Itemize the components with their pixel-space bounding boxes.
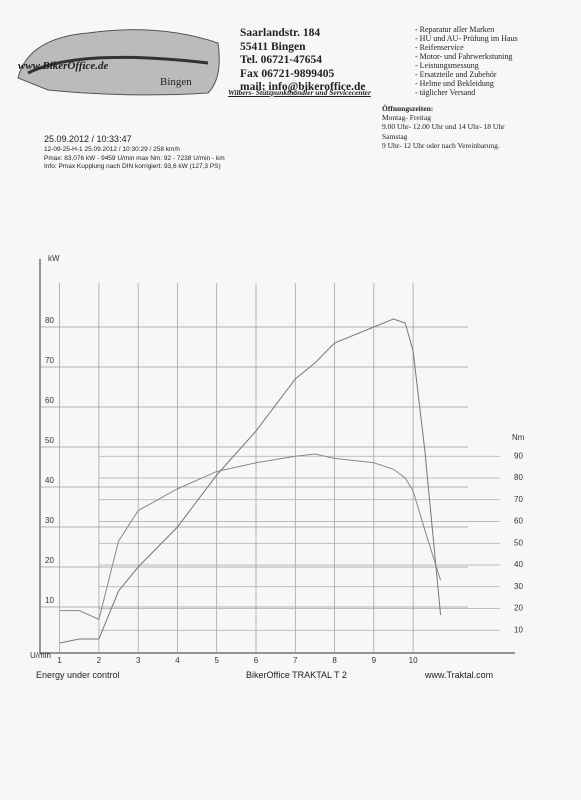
footer-text: www.Traktal.com [425, 670, 494, 680]
y2-tick-label: 40 [514, 560, 523, 569]
hours-line: 9.00 Uhr- 12.00 Uhr und 14 Uhr- 18 Uhr [382, 122, 505, 132]
y-tick-label: 80 [45, 316, 54, 325]
info-line: 25.09.2012 / 10:33:47 [44, 134, 132, 144]
service-item: - Leistungsmessung [415, 61, 479, 70]
data-line [59, 318, 442, 644]
y-tick-label: 50 [45, 436, 54, 445]
x-tick-label: 10 [409, 656, 418, 665]
info-line: 12-09-25-H-1 25.09.2012 / 10:30:29 / 258… [44, 146, 180, 153]
hours: Öffnungszeiten: Montag- Freitag 9.00 Uhr- … [382, 104, 505, 150]
address-line: Saarlandstr. 184 [240, 27, 321, 39]
y2-tick-label: 70 [514, 495, 523, 504]
service-item: - Reifenservice [415, 43, 464, 52]
service-item: - Ersatzteile und Zubehör [415, 70, 497, 79]
y2-tick-label: 10 [514, 625, 523, 634]
x-tick-label: 9 [372, 656, 377, 665]
info-line: Pmax: 83,076 kW - 9459 U/min max Nm: 92 … [44, 154, 225, 162]
logo-text: www.BikerOffice.de [18, 60, 109, 72]
hours-line: Öffnungszeiten: [382, 104, 434, 113]
y-tick-label: 40 [45, 476, 54, 485]
x-tick-label: 3 [136, 656, 141, 665]
y2-tick-label: 30 [514, 582, 523, 591]
y-tick-label: 10 [45, 596, 54, 605]
footer-text: BikerOffice TRAKTAL T 2 [246, 670, 347, 680]
address-line: Tel. 06721-47654 [240, 54, 322, 66]
address: Saarlandstr. 184 55411 Bingen Tel. 06721-4… [240, 27, 365, 95]
x-tick-label: 4 [175, 656, 180, 665]
y2-tick-label: 60 [514, 517, 523, 526]
hours-line: Samstag [382, 131, 408, 141]
x-tick-label: 1 [57, 656, 62, 665]
logo [17, 29, 220, 96]
address-line: 55411 Bingen [240, 40, 306, 53]
y-tick-label: 30 [45, 516, 54, 525]
tagline: Wilbers- Stützpunkthändler und Servicece… [228, 88, 371, 97]
y-tick-label: 20 [45, 556, 54, 565]
address-line: mail: info@bikeroffice.de [240, 81, 366, 93]
service-item: - HU und AU- Prüfung im Haus [415, 34, 518, 43]
hours-line: Montag- Freitag [382, 113, 431, 123]
y2-axis-label: Nm [512, 433, 525, 442]
x-tick-label: 7 [293, 656, 298, 665]
y2-tick-label: 20 [514, 604, 523, 613]
service-item: - Helme und Bekleidung [415, 79, 494, 88]
footer-text: Energy under control [36, 670, 120, 680]
x-tick-label: 6 [254, 656, 259, 665]
logo-city: Bingen [160, 76, 192, 88]
x-axis-label: U/min [30, 651, 51, 660]
x-tick-label: 2 [97, 656, 102, 665]
hours-line: 9 Uhr- 12 Uhr oder nach Vereinbarung. [382, 140, 500, 150]
service-item: - Reparatur aller Marken [415, 25, 495, 34]
info-line: Info: Pmax Kupplung nach DIN korrigiert:… [44, 163, 221, 170]
y2-tick-label: 90 [514, 451, 523, 460]
y2-tick-label: 80 [514, 473, 523, 482]
y-tick-label: 70 [45, 356, 54, 365]
x-tick-label: 8 [332, 656, 337, 665]
y-tick-label: 60 [45, 396, 54, 405]
x-tick-label: 5 [215, 656, 220, 665]
service-item: - täglicher Versand [415, 88, 476, 97]
service-item: - Motor- und Fahrwerkstuning [415, 52, 513, 61]
test-info: 25.09.2012 / 10:33:47 12-09-25-H-1 25.09.… [44, 132, 225, 172]
address-line: Fax 06721-9899405 [240, 67, 335, 80]
y-axis-label: kW [48, 254, 60, 263]
services: - Reparatur aller Marken - HU und AU- Prü… [415, 25, 518, 97]
data-line [59, 453, 442, 621]
y2-tick-label: 50 [514, 538, 523, 547]
